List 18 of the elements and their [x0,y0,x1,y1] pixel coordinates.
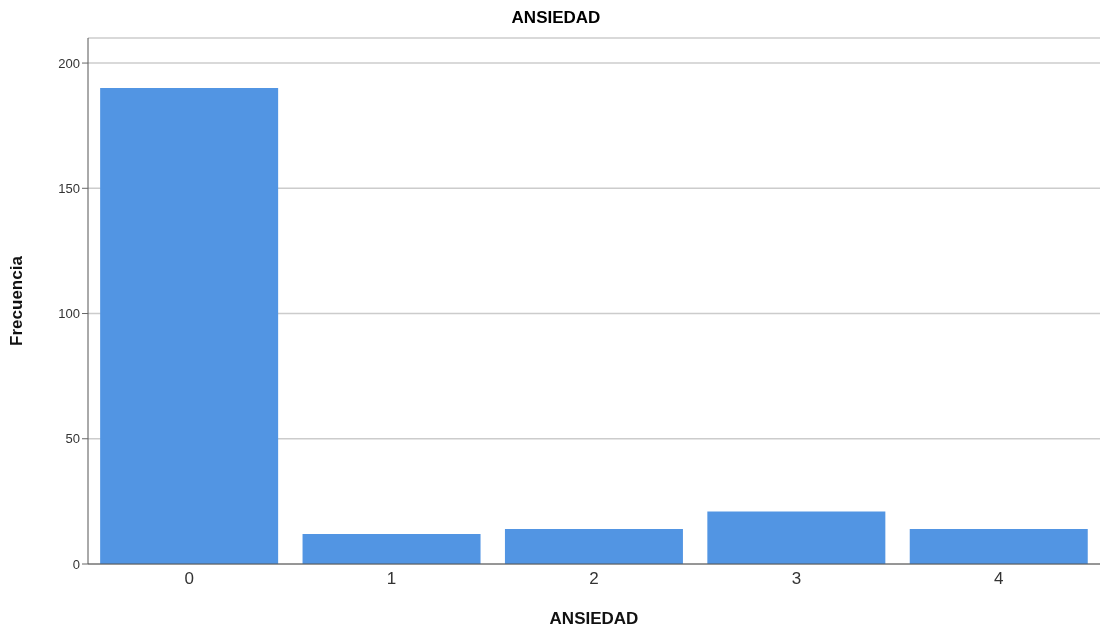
y-tick-label: 0 [72,556,80,572]
bar [909,528,1088,564]
y-axis-title: Frecuencia [7,255,27,346]
x-axis-title: ANSIEDAD [549,609,639,628]
x-tick-label: 1 [386,569,397,589]
bar [302,533,481,564]
chart-title: ANSIEDAD [510,8,602,29]
y-tick-label: 100 [58,306,80,322]
x-tick-label: 2 [589,569,599,589]
x-tick-label: 3 [791,569,802,589]
x-tick-label: 0 [184,569,194,589]
y-tick-label: 200 [58,55,80,71]
bar [100,88,279,564]
y-tick-label: 50 [65,431,80,447]
y-tick-label: 150 [58,180,80,196]
bar [504,528,683,564]
bar [707,511,886,564]
x-tick-label: 4 [994,569,1004,589]
